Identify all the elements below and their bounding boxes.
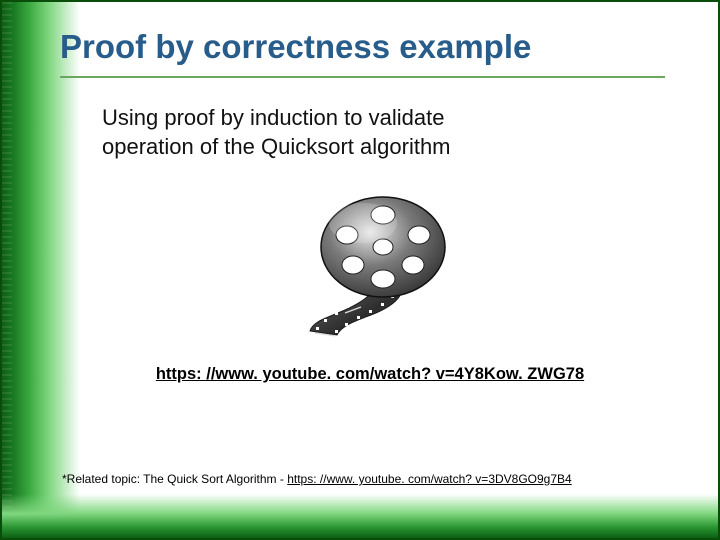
footnote-prefix: *Related topic: The Quick Sort Algorithm… <box>62 472 287 486</box>
footnote: *Related topic: The Quick Sort Algorithm… <box>62 472 572 486</box>
slide-content: Proof by correctness example Using proof… <box>0 0 720 540</box>
slide-subtitle: Using proof by induction to validate ope… <box>102 104 680 161</box>
footnote-link[interactable]: https: //www. youtube. com/watch? v=3DV8… <box>287 472 571 486</box>
title-underline <box>60 76 665 78</box>
film-reel-figure <box>60 185 680 345</box>
film-reel-icon <box>275 185 465 345</box>
subtitle-line-1: Using proof by induction to validate <box>102 105 444 130</box>
subtitle-line-2: operation of the Quicksort algorithm <box>102 134 451 159</box>
main-video-link[interactable]: https: //www. youtube. com/watch? v=4Y8K… <box>60 365 680 384</box>
slide-title: Proof by correctness example <box>60 28 680 66</box>
